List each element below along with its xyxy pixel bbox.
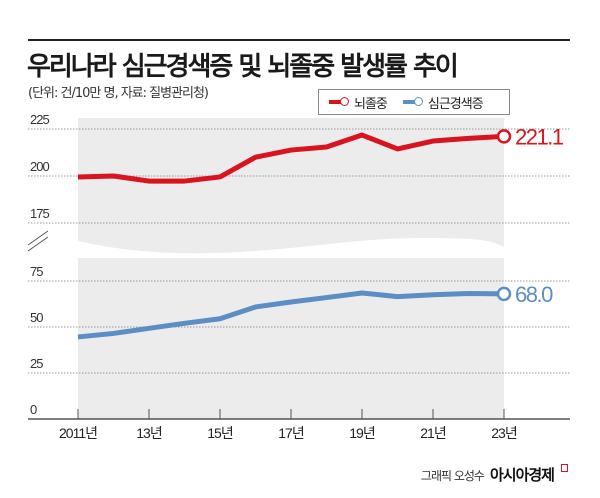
axis-break-gap bbox=[78, 240, 504, 258]
y-tick-label: 0 bbox=[30, 402, 37, 417]
x-tick-label: 17년 bbox=[278, 425, 304, 441]
y-tick-label: 200 bbox=[30, 159, 49, 174]
legend-item-stroke: 뇌졸중 bbox=[329, 93, 388, 112]
end-value-label: 221.1 bbox=[515, 124, 564, 149]
legend-swatch-stroke-icon bbox=[329, 97, 349, 107]
chart-subtitle: (단위: 건/10만 명, 자료: 질병관리청) bbox=[28, 86, 209, 101]
legend-item-mi: 심근경색증 bbox=[402, 93, 484, 112]
x-tick-label: 19년 bbox=[349, 425, 375, 441]
chart-title: 우리나라 심근경색증 및 뇌졸중 발생률 추이 bbox=[27, 52, 459, 82]
y-tick-label: 175 bbox=[30, 206, 49, 221]
brand-mark-icon bbox=[561, 464, 568, 472]
x-tick-label: 13년 bbox=[136, 425, 162, 441]
legend-swatch-mi-icon bbox=[402, 97, 423, 107]
axis-break-mark-icon bbox=[27, 236, 49, 252]
axis-break-mark-icon bbox=[27, 230, 49, 246]
legend: 뇌졸중 심근경색증 bbox=[318, 89, 510, 115]
y-tick-label: 225 bbox=[30, 112, 49, 127]
x-tick-label: 15년 bbox=[207, 425, 233, 441]
axis-break-wave bbox=[77, 237, 505, 258]
end-value-label: 68.0 bbox=[515, 282, 553, 307]
graphic-byline: 그래픽 오성수 bbox=[420, 469, 485, 483]
plot-band bbox=[78, 118, 504, 419]
legend-label: 뇌졸중 bbox=[354, 96, 388, 112]
end-point-marker bbox=[496, 129, 512, 144]
y-tick-label: 50 bbox=[30, 310, 43, 325]
legend-label: 심근경색증 bbox=[427, 96, 484, 112]
y-tick-label: 75 bbox=[30, 264, 43, 279]
top-rule bbox=[28, 39, 570, 41]
y-tick-label: 25 bbox=[30, 356, 43, 371]
brand-logo: 아시아경제 bbox=[489, 466, 555, 484]
x-tick-label: 23년 bbox=[491, 425, 517, 441]
line-chart: 175 200 225 0 25 50 75 2011년 13년 15년 17년 19년 21년 23년 2… bbox=[27, 112, 570, 441]
credit: 그래픽 오성수 아시아경제 bbox=[421, 464, 568, 485]
x-tick-label: 2011년 bbox=[59, 425, 97, 441]
x-tick-label: 21년 bbox=[420, 425, 446, 441]
end-point-marker bbox=[496, 286, 512, 302]
